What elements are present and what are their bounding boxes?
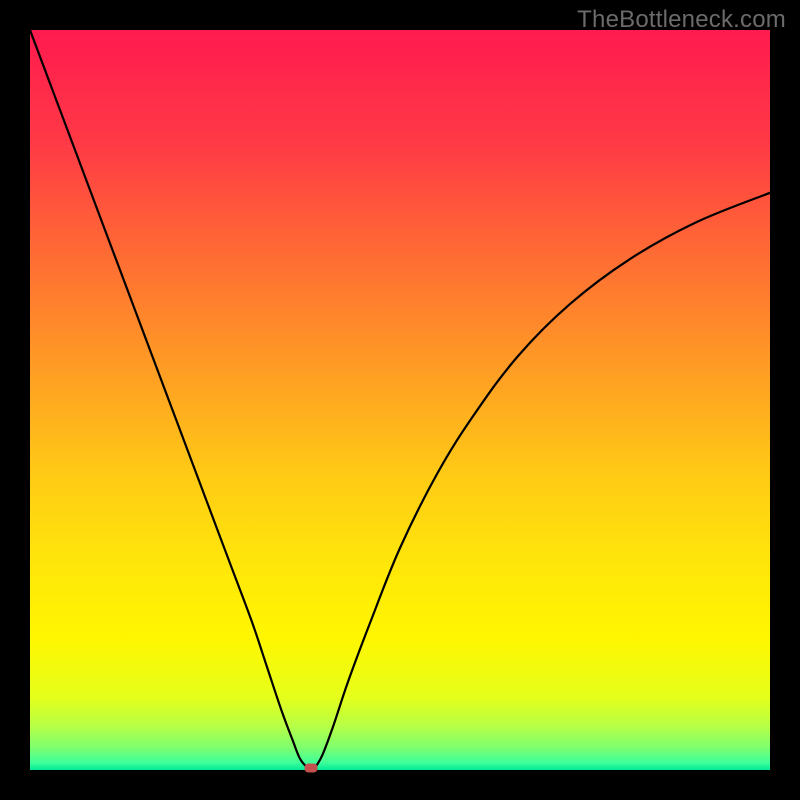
minimum-marker bbox=[305, 763, 318, 772]
right-curve bbox=[315, 193, 770, 768]
left-curve bbox=[30, 30, 308, 768]
chart-frame: TheBottleneck.com bbox=[0, 0, 800, 800]
gradient-background bbox=[30, 30, 770, 770]
plot-area bbox=[30, 30, 770, 770]
chart-svg bbox=[30, 30, 770, 770]
